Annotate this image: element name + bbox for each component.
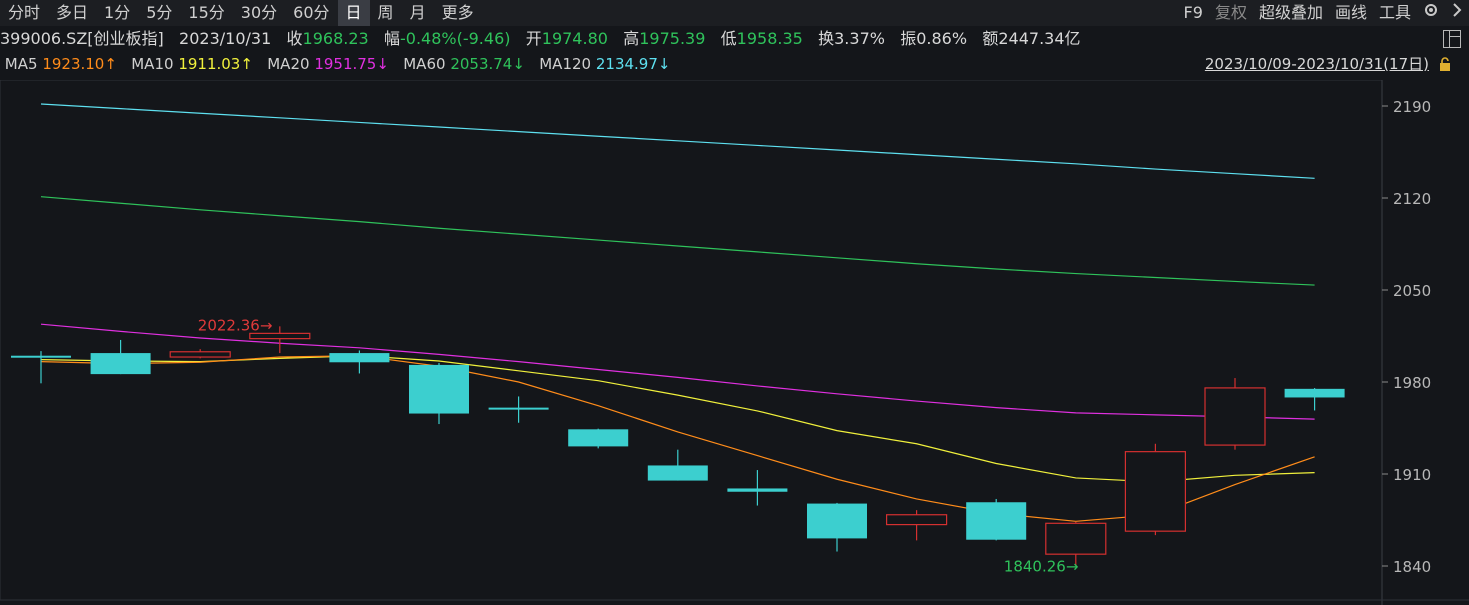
candle-body-7 bbox=[568, 429, 629, 447]
low-value: 1958.35 bbox=[736, 29, 803, 48]
candle-body-5 bbox=[409, 364, 469, 414]
close-value: 1968.23 bbox=[302, 29, 369, 48]
period-tab-0[interactable]: 分时 bbox=[8, 3, 41, 22]
period-tab-7[interactable]: 日 bbox=[337, 0, 370, 26]
lock-icon[interactable] bbox=[1437, 56, 1453, 72]
candle-body-1 bbox=[90, 353, 151, 375]
toolbar-right: F9 复权 超级叠加 画线 工具 bbox=[1178, 0, 1469, 26]
f9-button[interactable]: F9 bbox=[1183, 3, 1203, 22]
open-value: 1974.80 bbox=[541, 29, 608, 48]
candle-body-14 bbox=[1124, 451, 1187, 532]
period-toolbar: 分时 多日 1分 5分 15分 30分 60分日周月更多 bbox=[0, 0, 1469, 26]
open-label: 开 bbox=[525, 29, 542, 48]
y-tick-label-1: 2120 bbox=[1393, 190, 1431, 208]
ma10-line bbox=[40, 355, 1315, 483]
candle-body-12 bbox=[966, 502, 1027, 540]
overlay-button[interactable]: 超级叠加 bbox=[1258, 3, 1323, 22]
candle-body-9 bbox=[727, 488, 788, 492]
period-tab-2[interactable]: 1分 bbox=[104, 3, 131, 22]
close-label: 收 bbox=[286, 29, 303, 48]
fuquan-button[interactable]: 复权 bbox=[1214, 3, 1247, 22]
ma10-label: MA10 bbox=[131, 55, 174, 73]
candle-body-13 bbox=[1045, 522, 1107, 555]
period-tab-4[interactable]: 15分 bbox=[188, 3, 225, 22]
period-tab-8[interactable]: 周 bbox=[377, 3, 394, 22]
ma5-label: MA5 bbox=[4, 55, 38, 73]
ma60-line bbox=[40, 196, 1315, 286]
ma120-value: 2134.97↓ bbox=[595, 55, 671, 73]
candle-body-15 bbox=[1204, 387, 1266, 446]
low-annotation: 1840.26→ bbox=[1004, 558, 1079, 576]
ma60-value: 2053.74↓ bbox=[450, 55, 525, 73]
candle-body-3 bbox=[249, 332, 311, 340]
period-tab-1[interactable]: 多日 bbox=[56, 3, 89, 22]
high-value: 1975.39 bbox=[639, 29, 706, 48]
ma20-label: MA20 bbox=[267, 55, 310, 73]
low-label: 低 bbox=[720, 29, 737, 48]
candle-body-16 bbox=[1284, 388, 1345, 398]
ma10-value: 1911.03↑ bbox=[178, 55, 253, 73]
amplitude-label: 振 bbox=[900, 29, 917, 48]
change-value: -0.48%(-9.46) bbox=[400, 29, 511, 48]
ma60-label: MA60 bbox=[403, 55, 446, 73]
y-tick-label-0: 2190 bbox=[1393, 98, 1431, 116]
ma5-value: 1923.10↑ bbox=[42, 55, 117, 73]
candle-body-6 bbox=[488, 407, 549, 410]
period-tab-5[interactable]: 30分 bbox=[240, 3, 278, 22]
candle-body-4 bbox=[329, 353, 390, 363]
ma20-value: 1951.75↓ bbox=[314, 55, 389, 73]
candle-body-10 bbox=[807, 503, 867, 539]
high-label: 高 bbox=[623, 29, 640, 48]
candlestick-chart[interactable]: 2190 2120 2050 1980 1910 1840 2022.36→ 1840.26→ bbox=[0, 80, 1469, 605]
chevron-right-icon[interactable] bbox=[1445, 0, 1469, 26]
turnover-label: 换 bbox=[818, 29, 835, 48]
tools-button[interactable]: 工具 bbox=[1378, 3, 1411, 22]
period-tab-10[interactable]: 更多 bbox=[441, 3, 474, 22]
stock-code: 399006.SZ[创业板指] bbox=[0, 29, 164, 48]
amplitude-value: 0.86% bbox=[916, 29, 968, 48]
quote-info-bar: 399006.SZ[创业板指] 2023/10/31 收1968.23 幅-0.… bbox=[0, 26, 1469, 52]
layout-panel-icon[interactable] bbox=[1443, 30, 1461, 48]
gear-icon[interactable] bbox=[1417, 0, 1445, 26]
turnover-value: 3.37% bbox=[834, 29, 885, 48]
date-range-selector[interactable]: 2023/10/09-2023/10/31(17日) bbox=[1204, 55, 1429, 73]
y-tick-label-4: 1910 bbox=[1393, 466, 1431, 484]
ma120-label: MA120 bbox=[539, 55, 592, 73]
high-annotation: 2022.36→ bbox=[198, 316, 273, 334]
y-tick-label-2: 2050 bbox=[1393, 282, 1431, 300]
ma-legend-bar: MA5 1923.10↑ MA10 1911.03↑ MA20 1951.75↓… bbox=[0, 52, 1469, 76]
ma20-line bbox=[40, 323, 1315, 420]
y-tick-label-5: 1840 bbox=[1393, 558, 1431, 576]
candle-body-0 bbox=[11, 355, 71, 358]
change-label: 幅 bbox=[383, 29, 400, 48]
period-tab-6[interactable]: 60分 bbox=[293, 3, 330, 22]
y-tick-label-3: 1980 bbox=[1393, 374, 1431, 392]
draw-button[interactable]: 画线 bbox=[1334, 3, 1367, 22]
quote-date: 2023/10/31 bbox=[179, 29, 272, 48]
candle-body-8 bbox=[647, 465, 708, 481]
ma120-line bbox=[40, 103, 1315, 179]
ma5-line bbox=[40, 355, 1315, 522]
period-tab-3[interactable]: 5分 bbox=[146, 3, 173, 22]
amount-label: 额 bbox=[982, 29, 999, 48]
amount-value: 2447.34亿 bbox=[998, 29, 1081, 48]
candle-body-2 bbox=[169, 351, 231, 358]
period-tab-9[interactable]: 月 bbox=[409, 3, 426, 22]
candle-body-11 bbox=[885, 514, 948, 526]
